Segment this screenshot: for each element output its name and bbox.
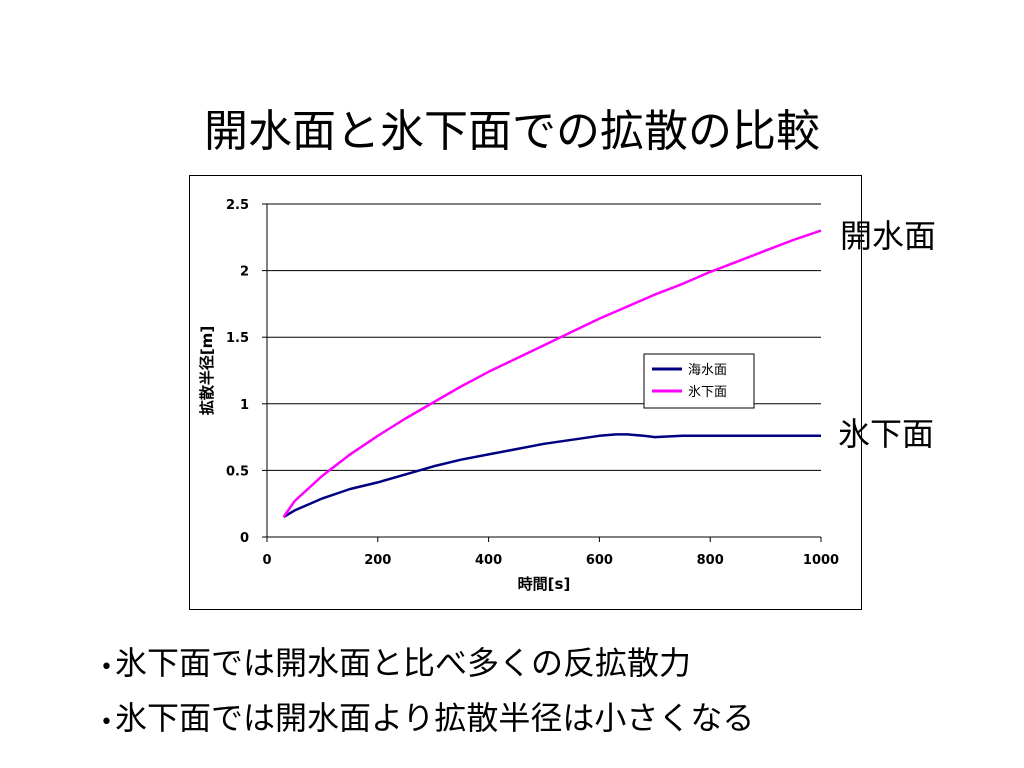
y-tick-label: 0.5	[226, 464, 249, 479]
bullet-list: •氷下面では開水面と比べ多くの反拡散力 •氷下面では開水面より拡散半径は小さくな…	[100, 638, 754, 748]
bullet-dot-icon: •	[100, 710, 113, 735]
open-water-callout: 開水面	[840, 217, 937, 255]
x-tick-label: 600	[586, 553, 613, 568]
bullet-item: •氷下面では開水面より拡散半径は小さくなる	[100, 693, 754, 748]
slide-title: 開水面と氷下面での拡散の比較	[204, 106, 820, 157]
series-line-0	[282, 433, 821, 519]
y-tick-label: 2.5	[226, 198, 249, 213]
y-tick-label: 1	[240, 398, 249, 413]
bullet-text: 氷下面では開水面より拡散半径は小さくなる	[114, 699, 755, 737]
y-tick-label: 2	[240, 265, 249, 280]
line-chart: 0 0.5 1 1.5 2 2.5 0 200 400 600 800 1000 時間[s] 拡散半径[m…	[198, 198, 839, 593]
y-tick-label: 1.5	[226, 331, 249, 346]
chart-frame: 0 0.5 1 1.5 2 2.5 0 200 400 600 800 1000 時間[s] 拡散半径[m…	[189, 175, 862, 610]
x-tick-label: 0	[262, 553, 271, 568]
series-line-1	[282, 229, 822, 518]
legend-box	[643, 353, 755, 409]
bullet-text: 氷下面では開水面と比べ多くの反拡散力	[114, 644, 691, 682]
x-tick-label: 1000	[803, 553, 839, 568]
under-ice-callout: 氷下面	[838, 415, 935, 453]
x-tick-label: 800	[697, 553, 724, 568]
legend-label: 海水面	[688, 363, 727, 378]
bullet-dot-icon: •	[100, 655, 113, 680]
y-axis-title: 拡散半径[m]	[198, 326, 216, 415]
x-axis-title: 時間[s]	[518, 575, 571, 593]
bullet-item: •氷下面では開水面と比べ多くの反拡散力	[100, 638, 754, 693]
legend-label: 氷下面	[688, 385, 727, 400]
x-tick-label: 200	[364, 553, 391, 568]
y-tick-label: 0	[240, 531, 249, 546]
x-tick-label: 400	[475, 553, 502, 568]
